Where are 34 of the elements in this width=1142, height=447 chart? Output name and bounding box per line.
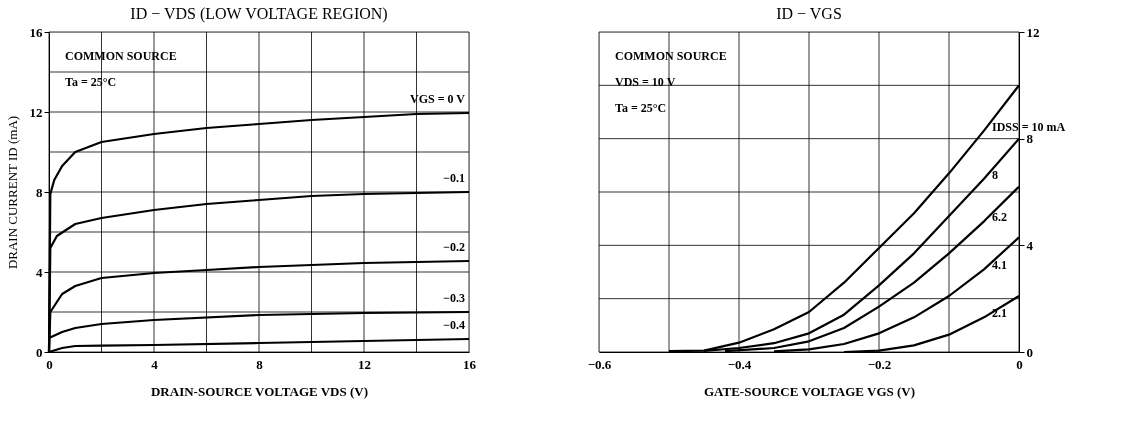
chart-title: ID − VDS (LOW VOLTAGE REGION) xyxy=(130,5,388,23)
series-label: −0.3 xyxy=(443,291,465,305)
x-tick-label: 12 xyxy=(358,356,371,372)
annotation: Ta = 25°C xyxy=(615,101,667,115)
series-label: IDSS = 10 mA xyxy=(992,119,1066,134)
series-label: 8 xyxy=(992,167,998,182)
series-label: 2.1 xyxy=(992,306,1007,321)
y-tick-label: 12 xyxy=(29,104,43,120)
y-tick-label: 4 xyxy=(1026,237,1034,253)
series-label: 4.1 xyxy=(992,258,1007,273)
y-tick-label: 0 xyxy=(36,344,43,360)
x-tick-label: −0.4 xyxy=(727,356,752,372)
x-tick-label: −0.2 xyxy=(867,356,892,372)
y-tick-label: 0 xyxy=(1026,344,1033,360)
y-tick-label: 12 xyxy=(1026,24,1040,40)
x-tick-label: 4 xyxy=(151,356,159,372)
y-tick-label: 16 xyxy=(29,24,43,40)
series-label: −0.4 xyxy=(443,318,465,332)
chart-title: ID − VGS xyxy=(776,5,842,22)
x-tick-label: 0 xyxy=(46,356,53,372)
y-tick-label: 8 xyxy=(1026,131,1034,147)
x-axis-title: GATE-SOURCE VOLTAGE VGS (V) xyxy=(703,383,916,399)
y-tick-label: 4 xyxy=(36,264,43,280)
x-axis-title: DRAIN-SOURCE VOLTAGE VDS (V) xyxy=(150,383,369,399)
annotation: COMMON SOURCE xyxy=(615,49,727,63)
series-label: 6.2 xyxy=(992,210,1007,225)
x-tick-label: 8 xyxy=(256,356,264,372)
y-axis-title: DRAIN CURRENT ID (mA) xyxy=(4,115,20,270)
x-tick-label: 16 xyxy=(463,356,477,372)
x-tick-label: 0 xyxy=(1016,356,1023,372)
x-tick-label: −0.6 xyxy=(587,356,612,372)
y-tick-label: 8 xyxy=(36,184,43,200)
series-label: −0.2 xyxy=(443,240,465,254)
series-label: −0.1 xyxy=(443,171,465,185)
